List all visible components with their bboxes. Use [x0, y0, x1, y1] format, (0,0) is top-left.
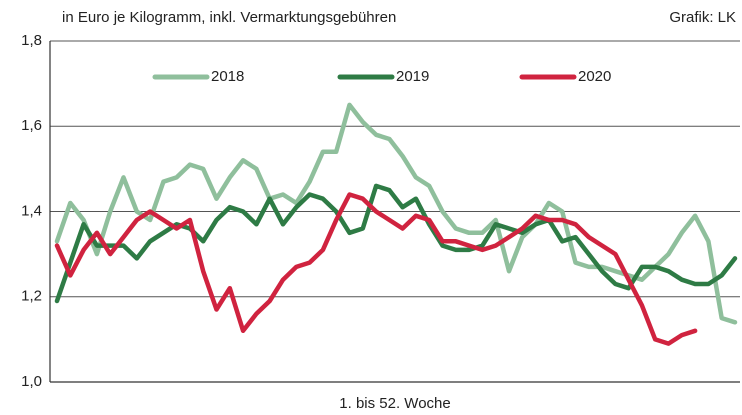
x-axis-label: 1. bis 52. Woche — [339, 395, 450, 412]
series-line — [54, 183, 738, 304]
legend-label: 2018 — [211, 68, 244, 85]
series-line — [54, 102, 738, 325]
series-line — [54, 192, 698, 346]
legend-label: 2020 — [578, 68, 611, 85]
y-tick-label: 1,2 — [21, 288, 42, 305]
y-tick-label: 1,6 — [21, 117, 42, 134]
chart-title: in Euro je Kilogramm, inkl. Vermarktungs… — [62, 9, 396, 26]
y-tick-label: 1,0 — [21, 373, 42, 390]
y-tick-label: 1,8 — [21, 32, 42, 49]
legend-label: 2019 — [396, 68, 429, 85]
y-tick-label: 1,4 — [21, 202, 42, 219]
source-note: Grafik: LK — [669, 9, 736, 26]
